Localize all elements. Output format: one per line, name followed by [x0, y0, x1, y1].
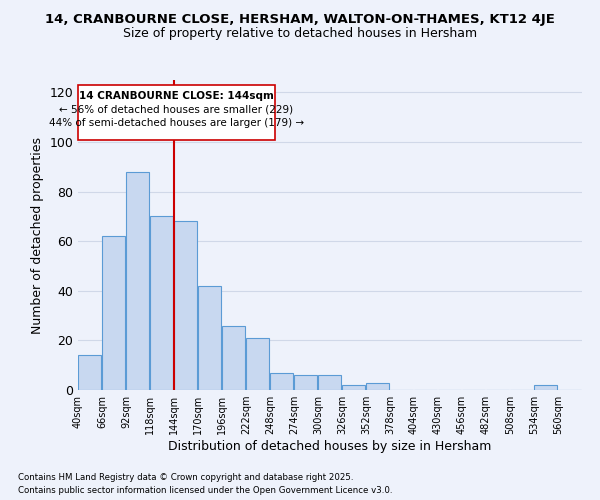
Bar [222, 326, 245, 390]
Bar [366, 382, 389, 390]
Bar [102, 236, 125, 390]
Bar [534, 385, 557, 390]
Bar [270, 372, 293, 390]
Text: Contains public sector information licensed under the Open Government Licence v3: Contains public sector information licen… [18, 486, 392, 495]
Bar [198, 286, 221, 390]
X-axis label: Distribution of detached houses by size in Hersham: Distribution of detached houses by size … [169, 440, 491, 453]
Text: 14, CRANBOURNE CLOSE, HERSHAM, WALTON-ON-THAMES, KT12 4JE: 14, CRANBOURNE CLOSE, HERSHAM, WALTON-ON… [45, 12, 555, 26]
Bar [150, 216, 173, 390]
Bar [174, 222, 197, 390]
Bar [294, 375, 317, 390]
Bar [126, 172, 149, 390]
Bar [78, 356, 101, 390]
Bar [342, 385, 365, 390]
Text: Size of property relative to detached houses in Hersham: Size of property relative to detached ho… [123, 28, 477, 40]
Text: 14 CRANBOURNE CLOSE: 144sqm: 14 CRANBOURNE CLOSE: 144sqm [79, 91, 274, 101]
Text: Contains HM Land Registry data © Crown copyright and database right 2025.: Contains HM Land Registry data © Crown c… [18, 474, 353, 482]
Bar [318, 375, 341, 390]
Text: 44% of semi-detached houses are larger (179) →: 44% of semi-detached houses are larger (… [49, 118, 304, 128]
Bar [246, 338, 269, 390]
Y-axis label: Number of detached properties: Number of detached properties [31, 136, 44, 334]
Text: ← 56% of detached houses are smaller (229): ← 56% of detached houses are smaller (22… [59, 105, 293, 115]
FancyBboxPatch shape [79, 85, 275, 140]
